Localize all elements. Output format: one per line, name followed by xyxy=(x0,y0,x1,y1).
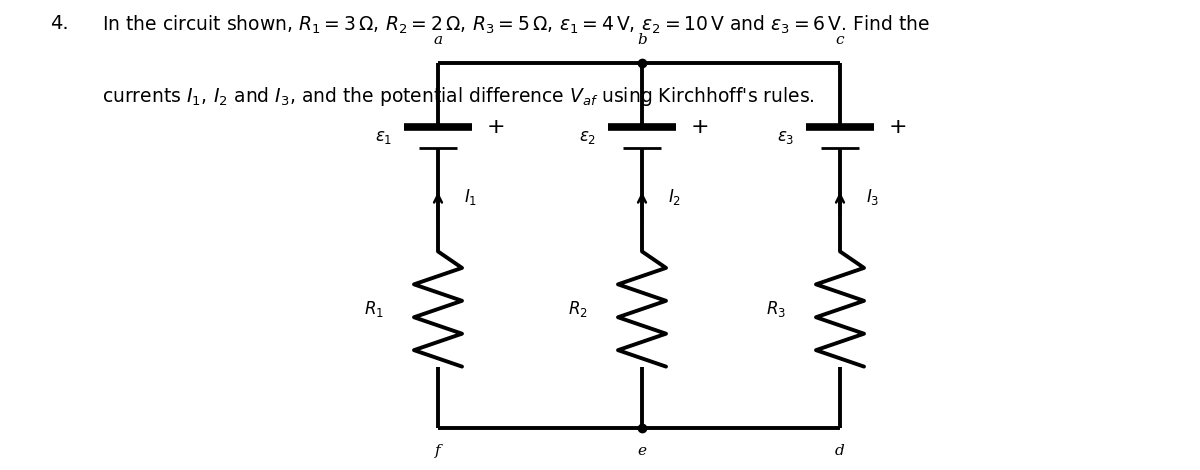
Text: d: d xyxy=(835,444,845,458)
Text: $\varepsilon_1$: $\varepsilon_1$ xyxy=(376,129,392,146)
Text: a: a xyxy=(433,33,443,47)
Text: $+$: $+$ xyxy=(888,117,906,137)
Text: In the circuit shown, $R_1 = 3\,\Omega,\,R_2 = 2\,\Omega,\,R_3 = 5\,\Omega,\,\va: In the circuit shown, $R_1 = 3\,\Omega,\… xyxy=(102,14,930,36)
Text: b: b xyxy=(637,33,647,47)
Text: $R_3$: $R_3$ xyxy=(766,299,786,319)
Text: e: e xyxy=(637,444,647,458)
Text: currents $I_1,\,I_2$ and $I_3$, and the potential difference $V_{af}$ using Kirc: currents $I_1,\,I_2$ and $I_3$, and the … xyxy=(102,85,815,108)
Text: $\varepsilon_3$: $\varepsilon_3$ xyxy=(776,129,794,146)
Text: $R_2$: $R_2$ xyxy=(568,299,588,319)
Text: $I_1$: $I_1$ xyxy=(464,188,478,207)
Text: $I_2$: $I_2$ xyxy=(668,188,682,207)
Text: $R_1$: $R_1$ xyxy=(364,299,384,319)
Text: c: c xyxy=(835,33,845,47)
Text: $+$: $+$ xyxy=(486,117,504,137)
Text: $\varepsilon_2$: $\varepsilon_2$ xyxy=(580,129,596,146)
Text: $+$: $+$ xyxy=(690,117,708,137)
Text: f: f xyxy=(436,444,440,458)
Text: $I_3$: $I_3$ xyxy=(866,188,880,207)
Text: 4.: 4. xyxy=(50,14,70,33)
